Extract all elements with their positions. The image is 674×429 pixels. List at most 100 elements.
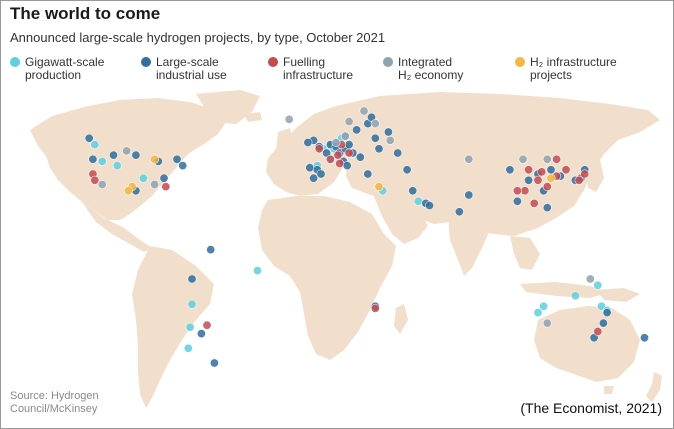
project-marker-fuelling [314, 144, 324, 154]
landmass-iceland [244, 112, 262, 122]
landmass-europe [266, 106, 356, 196]
project-marker-fuelling [580, 169, 590, 179]
project-marker-gigawatt [90, 140, 100, 150]
source-line2: Council/McKinsey [10, 403, 98, 415]
project-marker-fuelling [202, 320, 212, 330]
project-marker-gigawatt [539, 301, 549, 311]
project-marker-industrial [159, 173, 169, 183]
project-marker-industrial [84, 133, 94, 143]
project-marker-industrial [88, 154, 98, 164]
landmass-central-america [82, 202, 152, 252]
legend-label-line1: Large-scale [156, 55, 219, 69]
project-marker-fuelling [520, 186, 530, 196]
project-marker-industrial [209, 358, 219, 368]
project-marker-infrastructure [123, 186, 133, 196]
project-marker-industrial [639, 333, 649, 343]
project-marker-integrated [585, 274, 595, 284]
project-marker-fuelling [370, 303, 380, 313]
landmass-africa [258, 196, 396, 360]
project-marker-gigawatt [593, 280, 603, 290]
project-marker-industrial [464, 190, 474, 200]
source-line1: Source: Hydrogen [10, 390, 99, 402]
project-marker-industrial [131, 150, 141, 160]
project-marker-industrial [512, 196, 522, 206]
landmass-greenland [196, 90, 260, 124]
legend-label-line1: H₂ infrastructure [530, 55, 617, 69]
landmass-southeast-asia [510, 236, 540, 270]
legend-label-line2: infrastructure [283, 68, 354, 82]
project-marker-infrastructure [150, 154, 160, 164]
project-marker-industrial [178, 161, 188, 171]
project-marker-gigawatt [138, 173, 148, 183]
legend-swatch-infrastructure [515, 57, 525, 67]
project-marker-integrated [340, 131, 350, 141]
project-marker-fuelling [593, 327, 603, 337]
map-title: The world to come [10, 4, 161, 23]
project-dots [84, 106, 649, 368]
project-marker-fuelling [537, 167, 547, 177]
project-marker-industrial [383, 127, 393, 137]
project-marker-industrial [370, 133, 380, 143]
project-marker-fuelling [524, 165, 534, 175]
project-marker-industrial [187, 274, 197, 284]
project-marker-fuelling [512, 186, 522, 196]
project-marker-fuelling [161, 182, 171, 192]
landmass-britain [276, 128, 294, 156]
project-marker-fuelling [529, 198, 539, 208]
project-marker-fuelling [335, 159, 345, 169]
project-marker-integrated [331, 137, 341, 147]
legend-swatch-gigawatt [10, 57, 20, 67]
legend-label-line2: H₂ economy [398, 68, 464, 82]
project-marker-industrial [342, 161, 352, 171]
map-subtitle: Announced large-scale hydrogen projects,… [10, 30, 386, 45]
project-marker-fuelling [561, 165, 571, 175]
project-marker-fuelling [90, 175, 100, 185]
project-marker-integrated [284, 114, 294, 124]
legend-swatch-fuelling [268, 57, 278, 67]
project-marker-gigawatt [112, 161, 122, 171]
project-marker-industrial [109, 150, 119, 160]
project-marker-integrated [97, 180, 107, 190]
legend-label-line2: projects [530, 68, 573, 82]
landmass-tasmania [604, 386, 614, 394]
project-marker-industrial [352, 125, 362, 135]
legend-swatch-industrial [141, 57, 151, 67]
project-marker-fuelling [542, 182, 552, 192]
project-marker-gigawatt [533, 308, 543, 318]
project-marker-fuelling [533, 175, 543, 185]
project-marker-industrial [316, 169, 326, 179]
legend-label-line1: Integrated [398, 55, 453, 69]
project-marker-fuelling [552, 154, 562, 164]
landmass-japan [586, 158, 604, 192]
project-marker-industrial [505, 165, 515, 175]
project-marker-industrial [598, 318, 608, 328]
legend-label-line2: production [25, 68, 82, 82]
landmass-south-america [132, 246, 214, 408]
project-marker-industrial [424, 201, 434, 211]
project-marker-integrated [370, 119, 380, 129]
project-marker-integrated [385, 135, 395, 145]
legend-label-line2: industrial use [156, 68, 227, 82]
project-marker-gigawatt [413, 196, 423, 206]
project-marker-industrial [408, 186, 418, 196]
project-marker-industrial [355, 152, 365, 162]
project-marker-industrial [344, 140, 354, 150]
legend-label-line1: Gigawatt-scale [25, 55, 105, 69]
world-map [30, 90, 662, 408]
project-marker-industrial [454, 207, 464, 217]
project-marker-gigawatt [183, 343, 193, 353]
project-marker-gigawatt [185, 322, 195, 332]
project-marker-integrated [542, 318, 552, 328]
legend: Gigawatt-scale production Large-scale indu… [0, 56, 674, 90]
landmass-madagascar [394, 304, 408, 334]
project-marker-industrial [374, 144, 384, 154]
project-marker-industrial [206, 245, 216, 255]
project-marker-infrastructure [546, 173, 556, 183]
project-marker-industrial [602, 308, 612, 318]
project-marker-industrial [172, 154, 182, 164]
project-marker-fuelling [574, 175, 584, 185]
landmass-indonesia [520, 282, 610, 298]
project-marker-industrial [363, 169, 373, 179]
legend-label-line1: Fuelling [283, 55, 326, 69]
project-marker-industrial [196, 329, 206, 339]
